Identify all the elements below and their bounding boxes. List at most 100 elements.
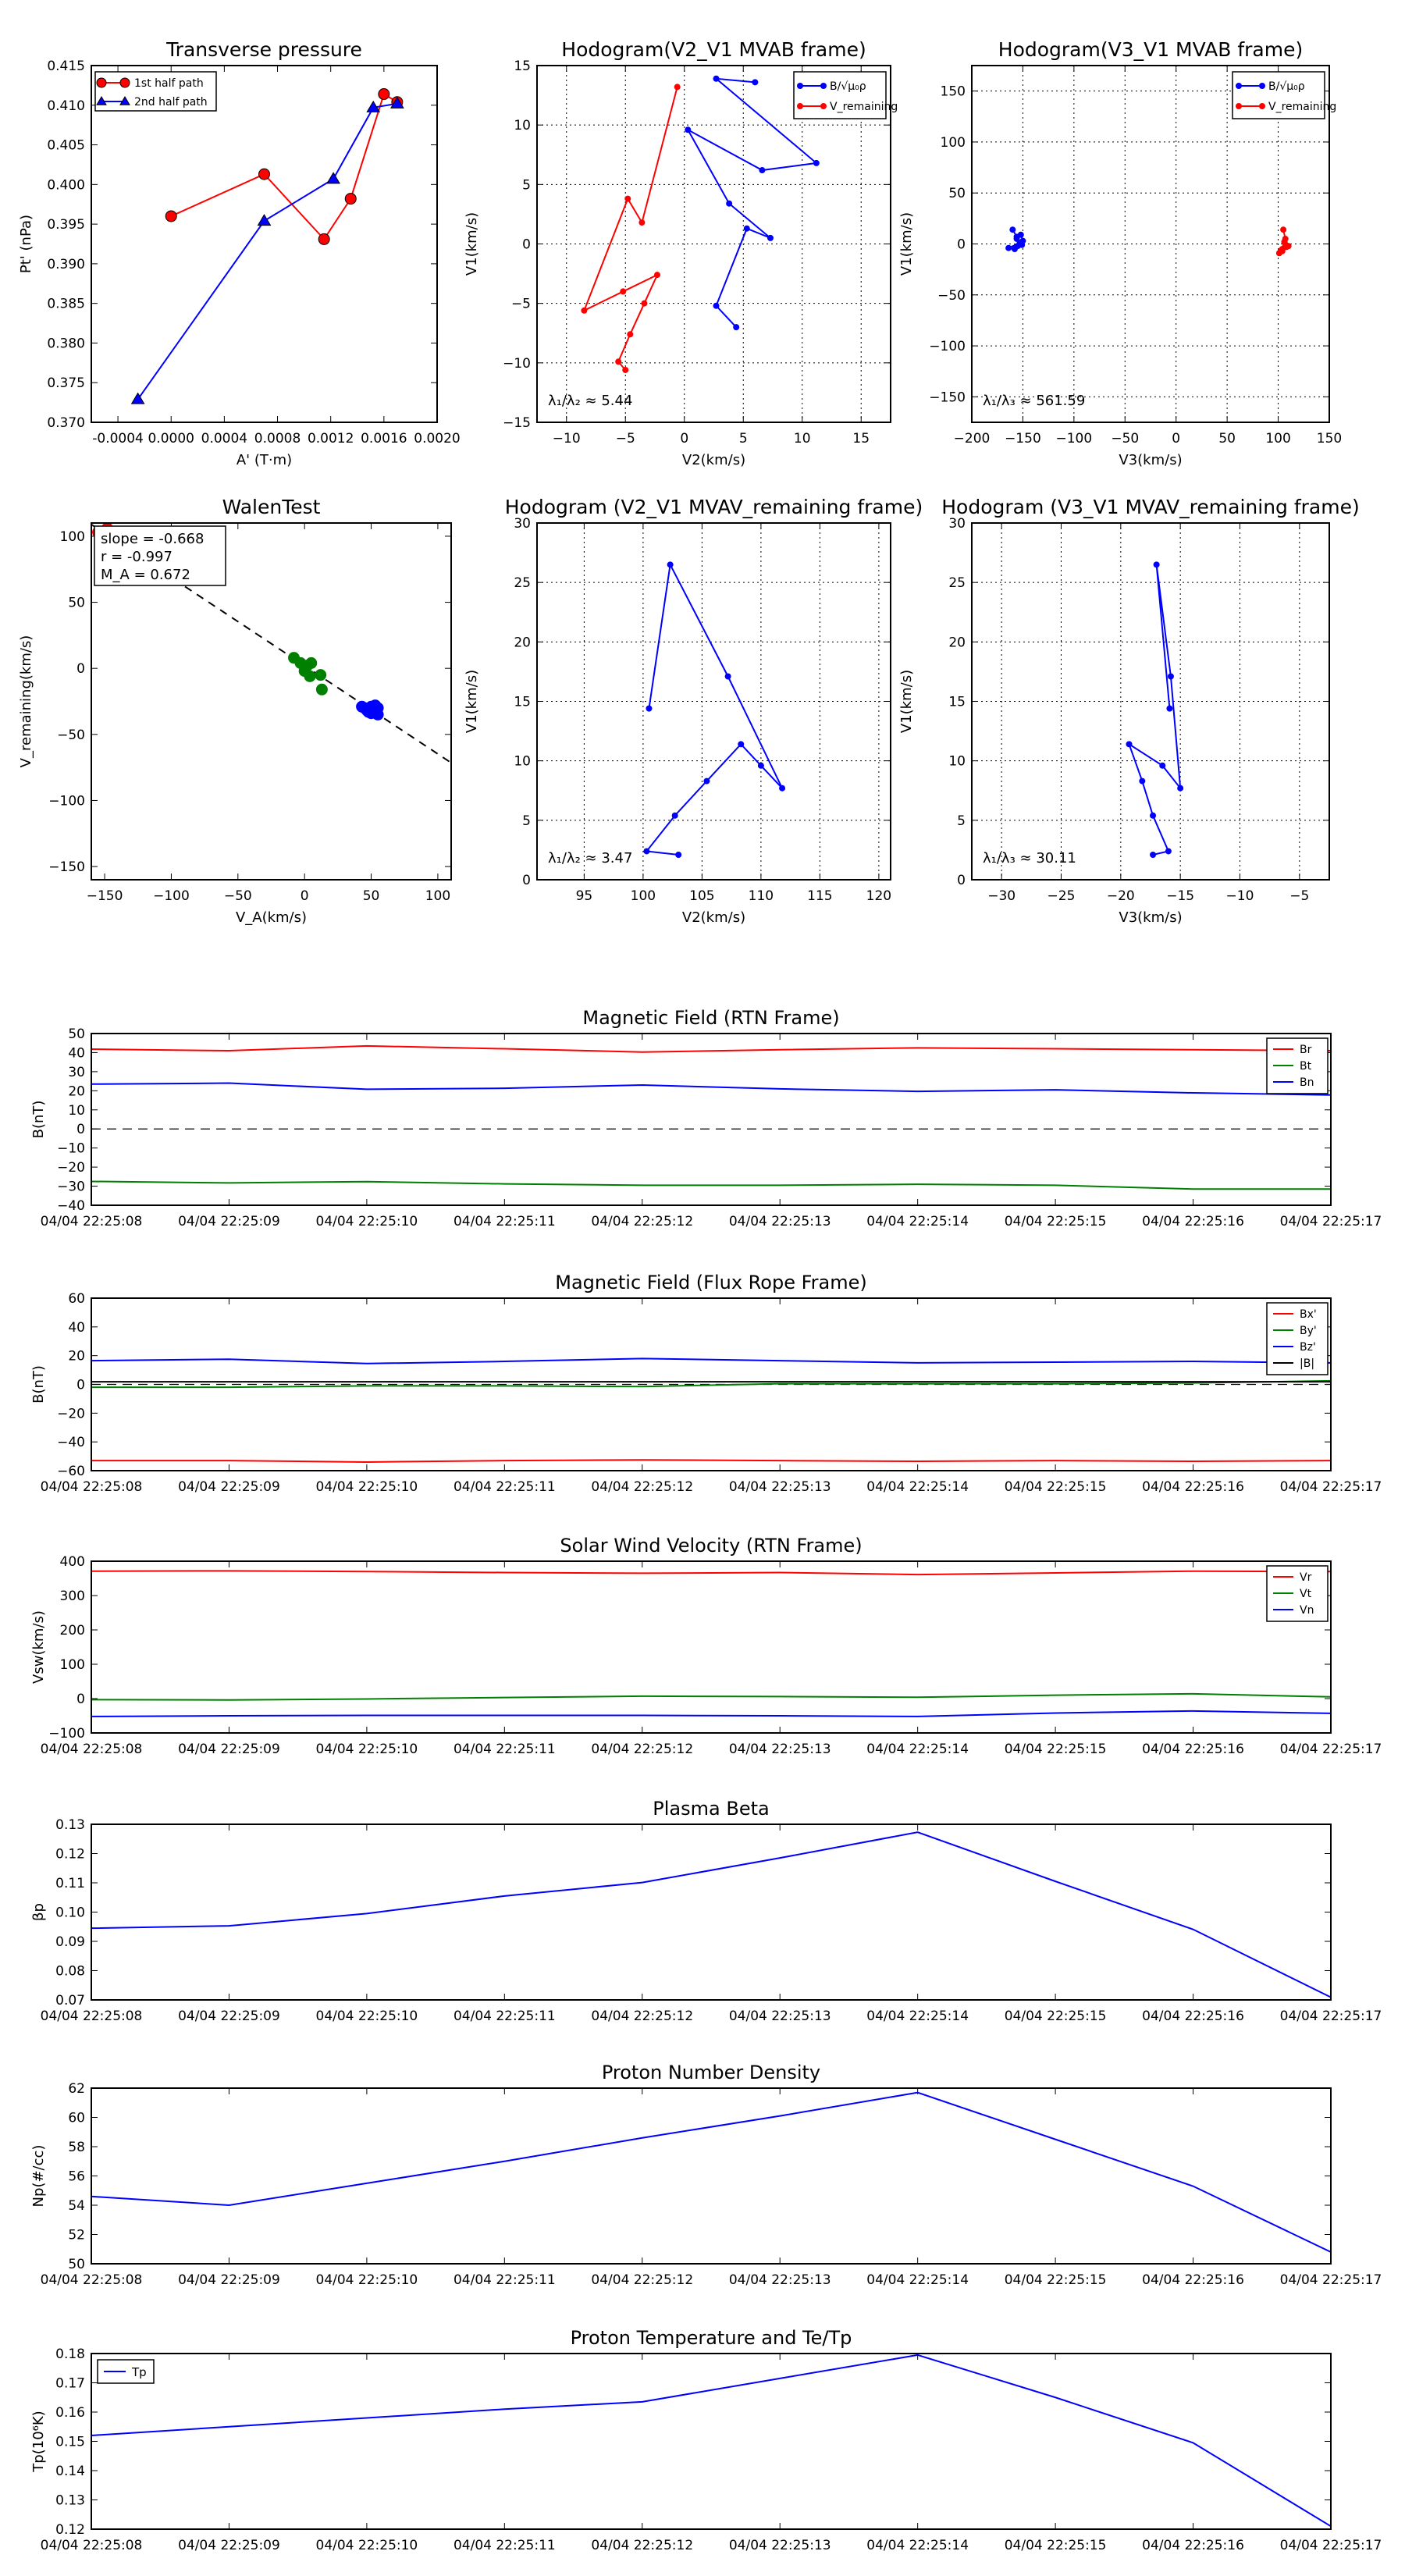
x-tick-label: −20 — [1107, 888, 1135, 904]
data-point — [654, 272, 661, 279]
data-point — [581, 307, 588, 314]
y-tick-label: −20 — [57, 1160, 85, 1176]
data-point — [724, 673, 731, 680]
legend-marker — [820, 103, 827, 109]
series-line-B/√μ₀ρ — [685, 77, 819, 328]
y-tick-label: −100 — [48, 793, 85, 809]
axes-frame — [91, 522, 452, 881]
y-tick-label: 0.13 — [55, 2493, 85, 2509]
x-tick-label: 04/04 22:25:17 — [1280, 2008, 1382, 2024]
x-tick-label: −50 — [224, 888, 252, 904]
y-axis-label: Pt' (nPa) — [18, 215, 34, 273]
legend-label: Tp — [131, 2365, 147, 2379]
y-tick-label: 0.13 — [55, 1817, 85, 1833]
x-tick-label: 50 — [1218, 431, 1236, 447]
y-tick-label: 150 — [941, 84, 966, 100]
data-point — [165, 210, 177, 222]
chart-hodo4: Hodogram (V3_V1 MVAV_remaining frame) 0 5 1… — [898, 496, 1360, 926]
y-tick-label: 300 — [60, 1589, 85, 1604]
y-tick-label: 50 — [68, 1026, 85, 1042]
legend-marker — [119, 96, 130, 105]
legend-label: B/√μ₀ρ — [1268, 80, 1305, 93]
y-tick-label: −50 — [57, 728, 85, 743]
x-tick-label: 04/04 22:25:15 — [1005, 1214, 1107, 1229]
data-point — [641, 300, 648, 307]
x-tick-label: 105 — [689, 888, 714, 904]
y-tick-label: 0.07 — [55, 1993, 85, 2008]
x-tick-label: 0.0004 — [201, 431, 247, 447]
y-tick-label: −10 — [503, 356, 531, 372]
x-tick-label: 5 — [739, 431, 748, 447]
x-tick-label: 04/04 22:25:13 — [729, 2008, 831, 2024]
data-point — [326, 172, 340, 184]
chart-title: Hodogram(V3_V1 MVAB frame) — [998, 38, 1303, 61]
y-tick-label: 200 — [60, 1623, 85, 1638]
y-tick-label: 0.16 — [55, 2405, 85, 2421]
x-tick-label: 04/04 22:25:14 — [866, 1214, 969, 1229]
y-tick-label: 0 — [957, 873, 966, 888]
x-tick-label: 04/04 22:25:09 — [178, 1742, 280, 1757]
data-point — [1150, 852, 1157, 859]
legend-marker — [797, 103, 803, 109]
series-line-1st half path — [170, 93, 398, 241]
x-tick-label: 110 — [749, 888, 774, 904]
y-tick-label: 25 — [948, 575, 966, 591]
series-line-Tp — [91, 2354, 1331, 2528]
y-tick-label: 20 — [68, 1083, 85, 1099]
axes-frame — [91, 1560, 1332, 1734]
legend-box — [793, 71, 887, 119]
y-tick-label: 20 — [948, 635, 966, 650]
y-tick-label: −60 — [57, 1464, 85, 1479]
legend-marker — [1236, 103, 1242, 109]
series-line-beta — [91, 1831, 1331, 1998]
plot-area — [91, 2091, 1331, 2253]
data-point — [627, 331, 634, 338]
data-point — [1013, 235, 1020, 242]
x-tick-label: 15 — [852, 431, 870, 447]
x-tick-label: 04/04 22:25:12 — [591, 2538, 693, 2553]
data-point — [767, 234, 774, 241]
x-tick-label: 0.0000 — [148, 431, 194, 447]
x-tick-label: −30 — [987, 888, 1016, 904]
x-tick-label: 04/04 22:25:12 — [591, 1214, 693, 1229]
data-point — [315, 683, 328, 696]
y-tick-label: 52 — [68, 2228, 85, 2243]
data-point — [257, 214, 272, 226]
legend-label: Bn — [1300, 1076, 1314, 1089]
x-tick-label: 04/04 22:25:14 — [866, 1742, 969, 1757]
x-tick-label: 04/04 22:25:17 — [1280, 1214, 1382, 1229]
y-axis-label: Vsw(km/s) — [30, 1610, 47, 1684]
data-point — [344, 193, 357, 205]
axes-frame — [536, 65, 891, 423]
data-point — [1167, 673, 1174, 680]
x-tick-label: 04/04 22:25:11 — [454, 1214, 556, 1229]
y-tick-label: 0.415 — [47, 59, 85, 74]
x-tick-label: 04/04 22:25:16 — [1142, 1214, 1244, 1229]
x-tick-label: 0 — [1172, 431, 1180, 447]
chart-hodo2: Hodogram(V3_V1 MVAB frame) −150 −100 −50 0 50… — [898, 38, 1342, 468]
x-tick-label: 10 — [794, 431, 811, 447]
y-tick-label: 0 — [76, 1122, 85, 1137]
x-tick-label: 04/04 22:25:13 — [729, 1479, 831, 1495]
data-point — [638, 219, 646, 226]
y-axis-label: V1(km/s) — [898, 212, 915, 276]
y-tick-label: 15 — [514, 59, 531, 74]
data-point — [1177, 785, 1184, 792]
x-tick-label: 04/04 22:25:17 — [1280, 2538, 1382, 2553]
plot-area — [643, 561, 786, 859]
y-axis-label: V_remaining(km/s) — [18, 635, 34, 768]
y-axis-label: Tp(10⁶K) — [30, 2411, 47, 2472]
x-tick-label: 04/04 22:25:08 — [41, 2272, 143, 2288]
legend-marker — [1236, 83, 1242, 89]
legend-label: 2nd half path — [134, 96, 208, 109]
legend-marker — [1259, 103, 1265, 109]
x-tick-label: 04/04 22:25:11 — [454, 2538, 556, 2553]
data-point — [757, 762, 764, 769]
y-tick-label: 54 — [68, 2198, 85, 2214]
y-tick-label: −50 — [937, 288, 966, 304]
series-line-Vt — [91, 1692, 1331, 1701]
data-point — [356, 700, 368, 713]
legend-marker — [96, 77, 107, 88]
data-point — [1159, 762, 1166, 769]
